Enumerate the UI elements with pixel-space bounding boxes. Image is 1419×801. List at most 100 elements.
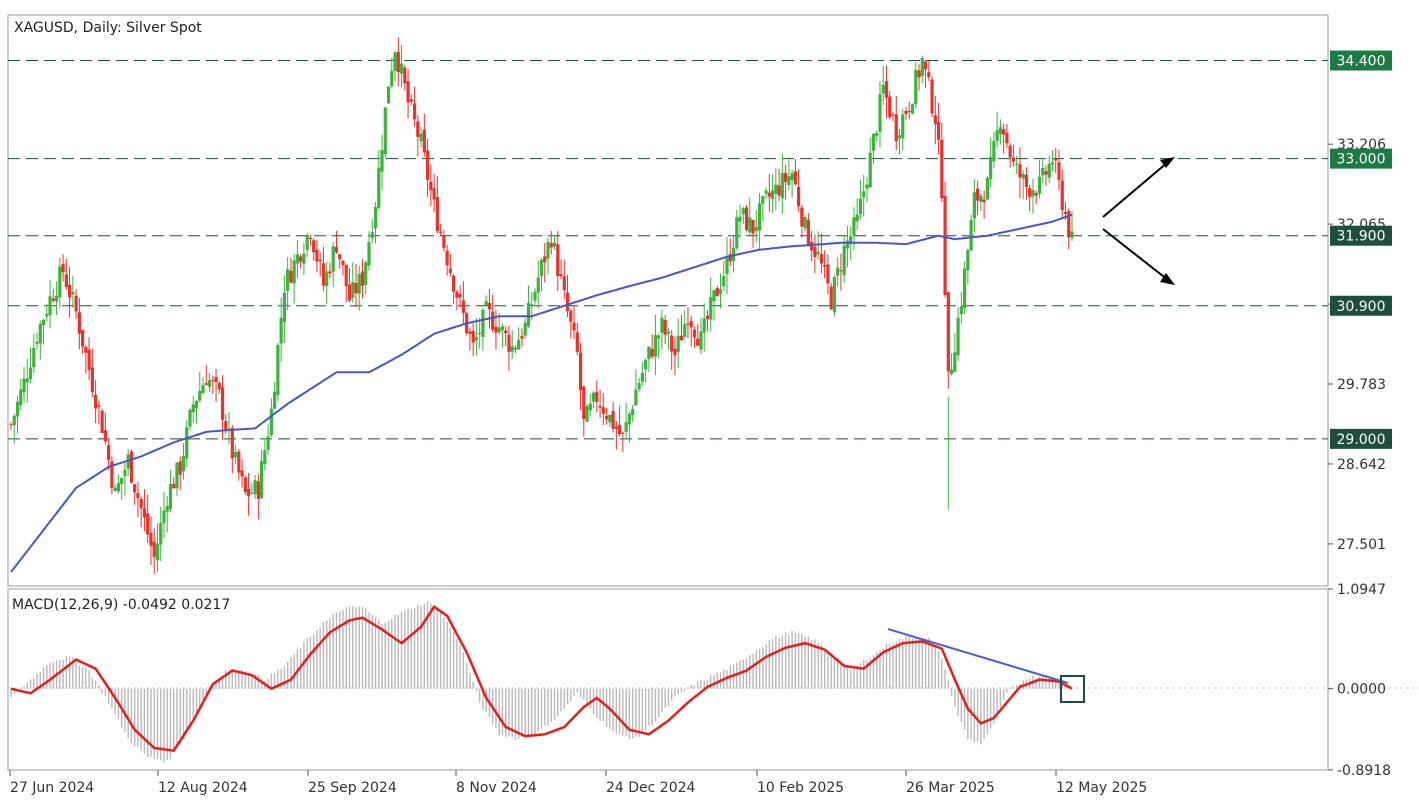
- candle-body: [370, 232, 374, 239]
- candle-body: [875, 133, 879, 137]
- candle-body: [120, 477, 124, 484]
- candle: [725, 236, 729, 295]
- candle-body: [770, 190, 775, 200]
- candle: [777, 168, 781, 202]
- candle-body: [250, 492, 254, 494]
- candle: [214, 368, 218, 402]
- arrow-down-head: [1160, 273, 1175, 285]
- candle: [321, 246, 326, 291]
- candle-body: [1067, 210, 1071, 238]
- candle-body: [985, 177, 989, 200]
- candle-body: [705, 315, 710, 319]
- candle: [51, 289, 55, 303]
- candle: [396, 37, 400, 87]
- candle: [868, 137, 872, 188]
- candle-body: [780, 173, 784, 199]
- candle-body: [107, 445, 111, 461]
- candle-body: [32, 348, 36, 368]
- candle-body: [966, 249, 970, 271]
- candle: [819, 233, 823, 274]
- candle-body: [741, 208, 745, 215]
- candle: [54, 281, 59, 316]
- candle: [377, 149, 381, 210]
- candle-body: [41, 319, 46, 326]
- macd-panel-frame: [7, 588, 1329, 771]
- candle: [904, 106, 908, 120]
- candle-body: [618, 424, 622, 435]
- candle: [806, 213, 810, 247]
- candle-body: [699, 331, 703, 350]
- candle-body: [689, 321, 693, 328]
- candle-body: [591, 392, 596, 402]
- candle-body: [979, 195, 983, 202]
- candle-body: [67, 284, 72, 298]
- candle-body: [500, 326, 505, 331]
- candle-body: [806, 219, 810, 246]
- candle: [165, 496, 169, 533]
- level-label-3: 30.900: [1337, 299, 1386, 315]
- candle: [403, 64, 407, 91]
- candle-body: [634, 389, 638, 406]
- candle-body: [487, 302, 492, 310]
- candle: [253, 474, 257, 500]
- candle: [35, 332, 39, 349]
- candle-body: [286, 269, 290, 291]
- candle-body: [273, 391, 277, 409]
- candle: [325, 261, 329, 305]
- price-tick-label-1: 28.642: [1337, 457, 1386, 473]
- candle-body: [399, 63, 404, 74]
- candle-body: [1060, 180, 1064, 211]
- candle: [334, 230, 339, 254]
- level-label-2: 31.900: [1337, 229, 1386, 245]
- date-tick-label-1: 12 Aug 2024: [158, 780, 248, 796]
- candle-body: [894, 114, 898, 142]
- candle-body: [936, 122, 941, 140]
- candle-body: [823, 264, 827, 267]
- candle-body: [907, 110, 911, 112]
- candle-body: [1044, 171, 1048, 175]
- candle-body: [100, 410, 104, 433]
- candle: [286, 257, 290, 310]
- candle: [865, 177, 869, 203]
- candle-body: [282, 292, 286, 323]
- candle-body: [686, 323, 690, 325]
- candle: [666, 328, 671, 350]
- candle-body: [201, 385, 205, 394]
- candle: [510, 330, 514, 360]
- candle-body: [611, 411, 615, 429]
- candle-body: [660, 317, 664, 333]
- candle-body: [84, 347, 88, 353]
- candle: [107, 439, 111, 471]
- candle-body: [116, 483, 121, 492]
- candle: [412, 86, 417, 127]
- candle: [552, 236, 557, 251]
- candle: [351, 262, 355, 303]
- candle-body: [432, 188, 436, 200]
- candle-body: [865, 184, 869, 189]
- candle: [862, 174, 866, 217]
- candle-body: [504, 330, 508, 334]
- candle: [354, 263, 358, 308]
- candle-body: [1005, 132, 1009, 144]
- candle: [19, 378, 23, 411]
- candle: [855, 198, 859, 230]
- candle-body: [305, 235, 309, 250]
- candle: [318, 252, 322, 277]
- candle-body: [1008, 145, 1012, 158]
- candle: [360, 259, 365, 299]
- macd-signal-line: [10, 604, 1073, 753]
- candle: [959, 291, 963, 324]
- candle-body: [718, 289, 723, 294]
- candle: [637, 377, 641, 393]
- macd-axis: 1.0947 0.0000 -0.8918: [1328, 582, 1391, 779]
- candle: [266, 424, 270, 455]
- candle-body: [995, 130, 999, 141]
- candle: [761, 195, 765, 222]
- candle-body: [393, 52, 397, 71]
- candle-body: [321, 263, 326, 286]
- candle: [572, 305, 576, 340]
- candle: [754, 210, 758, 243]
- scenario-arrows: [1102, 157, 1175, 285]
- candle: [608, 414, 612, 427]
- candle-body: [621, 432, 625, 434]
